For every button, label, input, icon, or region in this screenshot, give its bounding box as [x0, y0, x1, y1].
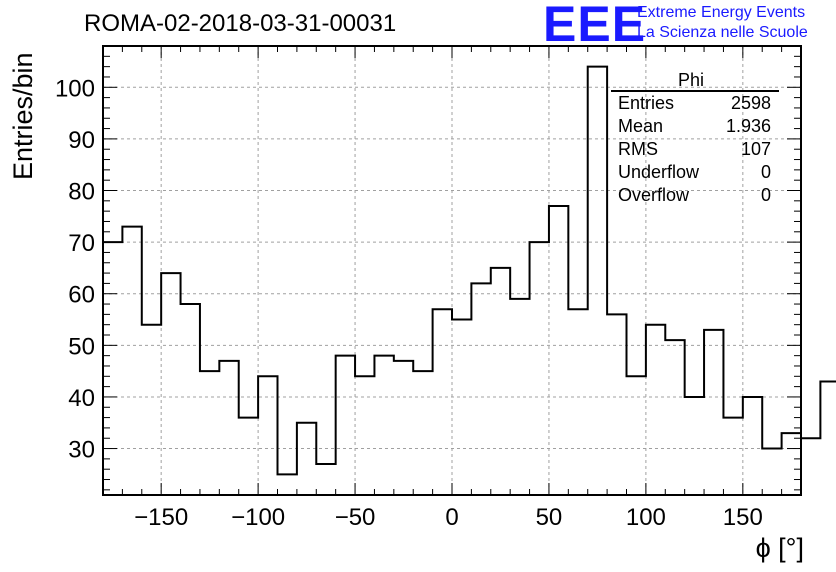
y-tick-label: 70 — [68, 230, 95, 257]
histogram-bin — [239, 418, 258, 495]
histogram-bin — [646, 325, 665, 495]
stats-value: 107 — [740, 139, 771, 159]
stats-row-underflow: Underflow 0 — [611, 161, 779, 184]
y-tick-label: 60 — [68, 282, 95, 309]
stats-label: RMS — [618, 139, 658, 159]
chart-title: ROMA-02-2018-03-31-00031 — [84, 10, 397, 37]
stats-value: 0 — [760, 162, 771, 182]
histogram-bin — [704, 330, 723, 495]
histogram-bin — [452, 320, 471, 495]
histogram-bin — [607, 314, 626, 495]
histogram-bin — [530, 242, 549, 495]
histogram-bin — [510, 299, 529, 495]
x-tick-label: 100 — [626, 504, 666, 531]
histogram-bin — [142, 325, 161, 495]
y-tick-label: 100 — [55, 75, 95, 102]
histogram-bin — [394, 361, 413, 495]
histogram-bin — [374, 356, 393, 495]
histogram-bin — [433, 309, 452, 495]
stats-label: Underflow — [618, 162, 700, 182]
stats-label: Mean — [618, 116, 664, 136]
y-tick-label: 90 — [68, 127, 95, 154]
histogram-bin — [355, 376, 374, 495]
stats-value: 1.936 — [725, 116, 771, 136]
x-tick-label: −150 — [134, 504, 188, 531]
histogram-bin — [762, 449, 781, 495]
stats-box: Phi Entries 2598 Mean 1.936 RMS 107 Unde… — [611, 70, 779, 207]
histogram-bin — [103, 242, 122, 495]
histogram-bin — [491, 268, 510, 495]
histogram-bin — [665, 340, 684, 495]
stats-row-entries: Entries 2598 — [611, 92, 779, 115]
y-tick-label: 80 — [68, 179, 95, 206]
x-axis-label: ϕ [°] — [755, 533, 804, 563]
histogram-bin — [471, 283, 490, 495]
histogram-bin — [161, 273, 180, 495]
stats-row-overflow: Overflow 0 — [611, 184, 779, 207]
histogram-bin — [278, 474, 297, 495]
histogram-bin — [801, 438, 820, 495]
histogram-bin — [219, 361, 238, 495]
stats-row-mean: Mean 1.936 — [611, 115, 779, 138]
eee-logo-text: Extreme Energy Events La Scienza nelle S… — [637, 3, 808, 43]
logo-line-2: La Scienza nelle Scuole — [637, 24, 808, 41]
x-tick-label: −100 — [231, 504, 285, 531]
x-tick-label: 0 — [445, 504, 458, 531]
histogram-series — [103, 65, 836, 476]
histogram-bin — [743, 397, 762, 495]
histogram-bin — [588, 67, 607, 495]
stats-title: Phi — [611, 70, 779, 92]
histogram-bin — [820, 381, 836, 495]
x-tick-label: 50 — [536, 504, 563, 531]
stats-value: 2598 — [730, 93, 771, 113]
plot-frame — [102, 45, 802, 496]
histogram-bin — [122, 227, 141, 495]
histogram-bin — [316, 464, 335, 495]
stats-row-rms: RMS 107 — [611, 138, 779, 161]
logo-line-1: Extreme Energy Events — [637, 4, 806, 21]
histogram-bin — [200, 371, 219, 495]
y-tick-label: 50 — [68, 333, 95, 360]
y-axis-label-text: Entries/bin — [8, 52, 38, 180]
stats-value: 0 — [760, 185, 771, 205]
histogram-bin — [336, 356, 355, 495]
histogram-bin — [782, 433, 801, 495]
histogram-bin — [181, 304, 200, 495]
histogram-bin — [627, 376, 646, 495]
histogram-bin — [568, 309, 587, 495]
histogram-bin — [413, 371, 432, 495]
x-tick-label: 150 — [723, 504, 763, 531]
eee-logo-mark: EEE — [543, 0, 647, 52]
y-tick-label: 30 — [68, 437, 95, 464]
histogram-bin — [723, 418, 742, 495]
histogram-bin — [549, 206, 568, 495]
histogram-bin — [297, 423, 316, 495]
x-tick-label: −50 — [335, 504, 376, 531]
y-tick-label: 40 — [68, 385, 95, 412]
histogram-bin — [685, 397, 704, 495]
histogram-bin — [258, 376, 277, 495]
stats-label: Entries — [618, 93, 675, 113]
stats-label: Overflow — [618, 185, 690, 205]
